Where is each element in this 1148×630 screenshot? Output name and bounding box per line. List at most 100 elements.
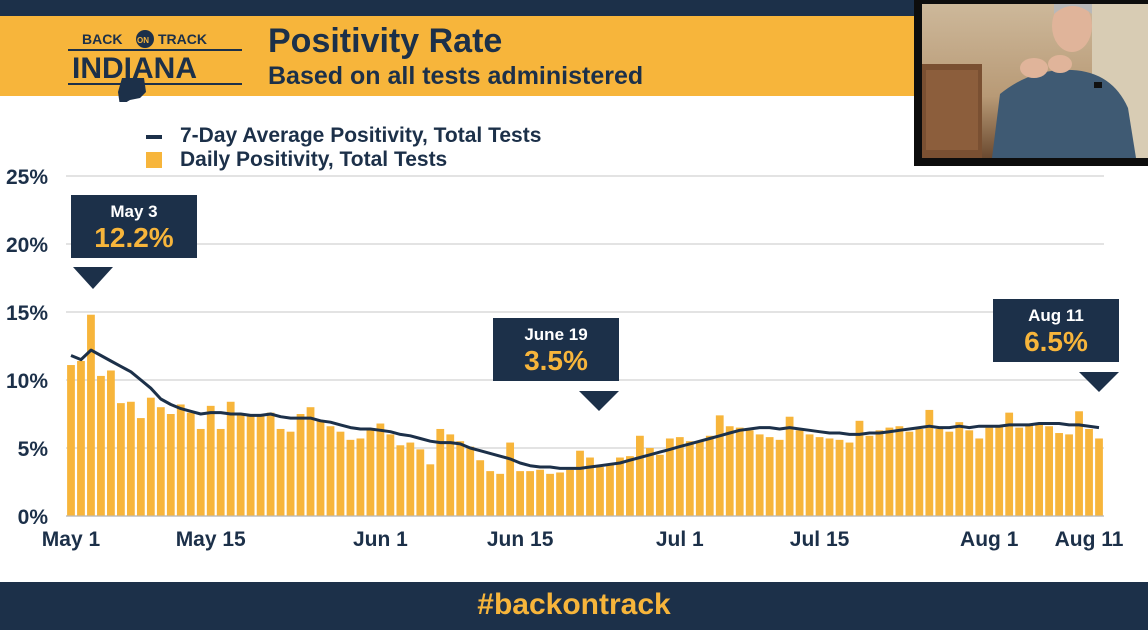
bar	[496, 473, 505, 516]
bar	[606, 464, 614, 516]
bar	[835, 439, 844, 516]
bar	[256, 414, 265, 516]
callout-pointer	[73, 267, 113, 289]
bar	[506, 442, 515, 516]
page-subtitle: Based on all tests administered	[268, 62, 644, 90]
legend-bar-swatch	[146, 152, 162, 168]
bar	[616, 457, 624, 516]
bar	[1025, 423, 1034, 516]
bar	[416, 449, 425, 516]
bar	[67, 365, 75, 516]
svg-text:ON: ON	[137, 36, 149, 45]
bar	[925, 409, 934, 516]
bar	[107, 370, 115, 516]
bar	[845, 442, 854, 516]
x-tick-label: May 1	[42, 528, 101, 551]
bar	[406, 442, 415, 516]
bar	[1015, 427, 1024, 516]
x-tick-label: Jun 1	[353, 528, 408, 551]
bar	[226, 401, 235, 516]
top-strip	[0, 0, 1148, 16]
svg-text:TRACK: TRACK	[158, 31, 207, 47]
callout-aug11: Aug 11 6.5%	[993, 299, 1119, 362]
callout-value: 12.2%	[94, 222, 174, 253]
callout-date: Aug 11	[1028, 306, 1084, 325]
bar	[516, 471, 525, 516]
bar	[336, 431, 345, 516]
bar	[77, 360, 85, 516]
bar	[156, 407, 165, 516]
bar	[1055, 433, 1063, 516]
bar	[955, 422, 964, 516]
bar	[236, 414, 245, 516]
y-tick-label: 15%	[6, 302, 48, 325]
back-on-track-indiana-logo: BACK ON TRACK INDIANA	[68, 30, 242, 102]
bar	[1045, 426, 1053, 516]
footer-bar: #backontrack	[0, 582, 1148, 630]
bar	[665, 438, 674, 516]
bar	[556, 472, 564, 516]
bar	[685, 441, 694, 516]
bar	[965, 430, 974, 516]
bar	[536, 469, 544, 516]
bar	[486, 471, 495, 516]
bar	[136, 418, 145, 516]
bar	[745, 430, 754, 516]
x-tick-label: Jul 15	[790, 528, 850, 551]
bar	[645, 448, 654, 516]
bar	[276, 428, 285, 516]
bar	[915, 428, 924, 516]
bar	[705, 435, 714, 516]
bar	[526, 471, 534, 516]
positivity-chart: 0% 5% 10% 15% 20% 25% May 1 May 15 Jun 1 Jun 15 Ju…	[6, 166, 1124, 551]
bar	[266, 412, 275, 516]
legend-label-average: 7-Day Average Positivity, Total Tests	[180, 124, 542, 147]
bar	[566, 469, 574, 516]
bar	[476, 460, 485, 516]
bar	[785, 416, 794, 516]
y-tick-label: 25%	[6, 166, 48, 189]
bar	[1095, 438, 1103, 516]
bar	[975, 438, 984, 516]
bar	[985, 427, 994, 516]
bar	[356, 438, 365, 516]
bar	[825, 438, 834, 516]
bar	[885, 427, 894, 516]
bar	[576, 450, 584, 516]
callout-pointer	[1079, 372, 1119, 392]
bar	[466, 446, 475, 516]
sign-language-interpreter-icon	[922, 4, 1148, 158]
bar	[286, 431, 295, 516]
bar	[1065, 434, 1073, 516]
bar	[626, 456, 634, 516]
svg-text:INDIANA: INDIANA	[72, 52, 197, 85]
bar	[386, 434, 395, 516]
bar	[426, 464, 435, 516]
bar	[735, 427, 744, 516]
bar	[655, 454, 664, 516]
bar	[376, 423, 385, 516]
bar	[695, 441, 704, 516]
bar	[396, 445, 405, 516]
bar	[326, 426, 335, 516]
bar	[775, 439, 784, 516]
header-banner: BACK ON TRACK INDIANA Positivity Rate Ba…	[0, 16, 914, 102]
callout-value: 3.5%	[524, 345, 588, 376]
bar	[1035, 424, 1044, 516]
bar	[186, 412, 195, 516]
bar	[346, 439, 355, 516]
bar	[206, 405, 215, 516]
svg-text:BACK: BACK	[82, 31, 122, 47]
callout-value: 6.5%	[1024, 326, 1088, 357]
bar	[1075, 411, 1083, 516]
x-tick-label: Jul 1	[656, 528, 704, 551]
bar	[316, 420, 325, 516]
bar	[995, 426, 1004, 516]
interpreter-video	[914, 0, 1148, 166]
bar	[675, 437, 684, 516]
bar	[795, 430, 804, 516]
bar	[586, 457, 594, 516]
y-tick-label: 20%	[6, 234, 48, 257]
y-tick-label: 0%	[18, 506, 49, 529]
callout-may3: May 3 12.2%	[71, 195, 197, 258]
